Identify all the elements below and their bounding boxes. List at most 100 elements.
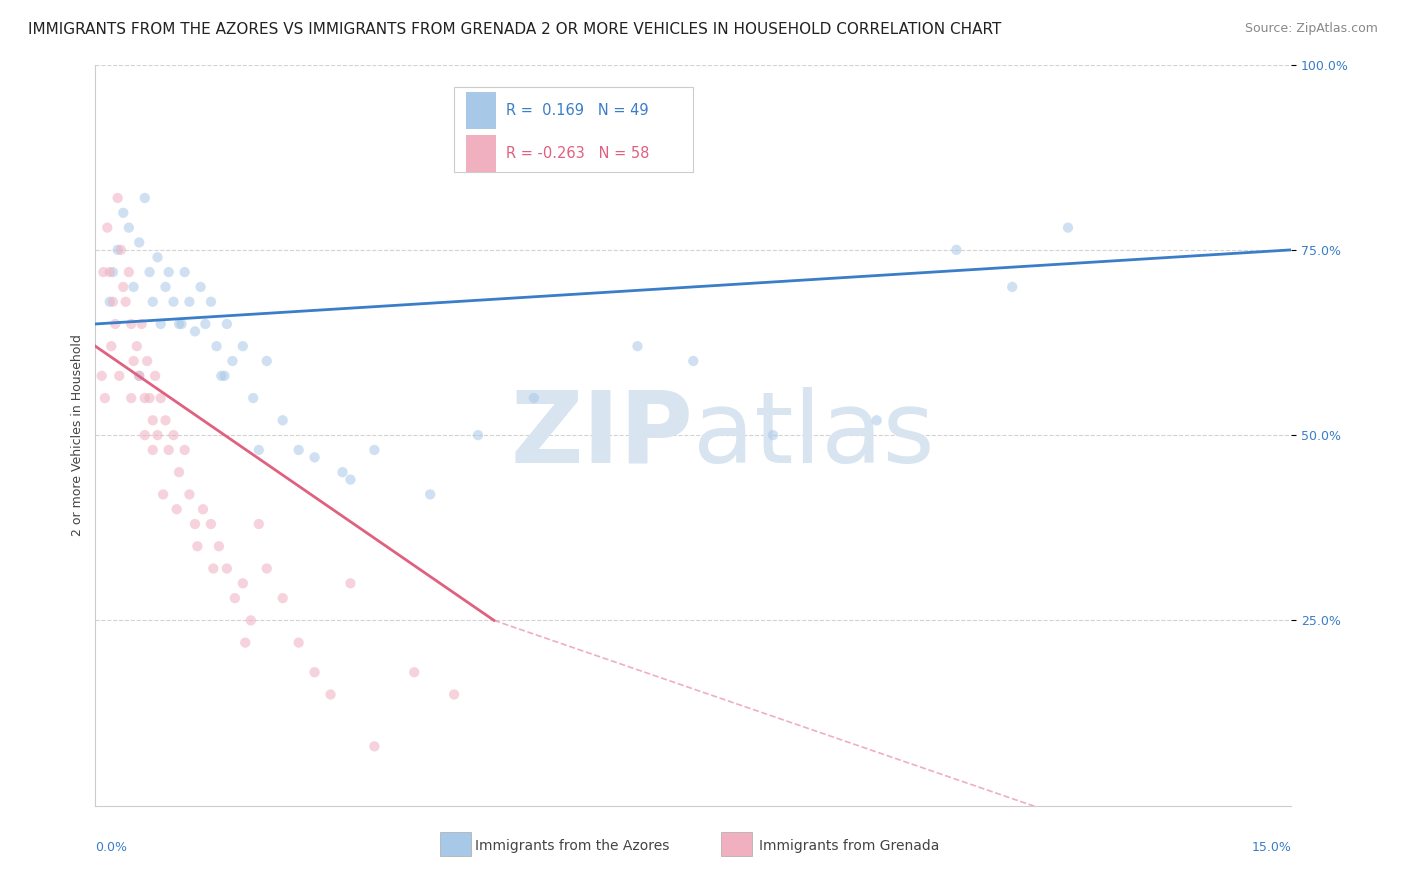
Point xyxy=(523,391,546,405)
Point xyxy=(184,324,207,338)
Point xyxy=(287,442,309,457)
Point xyxy=(94,391,117,405)
Point xyxy=(90,368,112,383)
Point xyxy=(134,391,156,405)
Text: IMMIGRANTS FROM THE AZORES VS IMMIGRANTS FROM GRENADA 2 OR MORE VEHICLES IN HOUS: IMMIGRANTS FROM THE AZORES VS IMMIGRANTS… xyxy=(28,22,1001,37)
Text: Immigrants from the Azores: Immigrants from the Azores xyxy=(475,838,669,853)
Point xyxy=(142,294,165,309)
Point xyxy=(152,487,174,501)
Point xyxy=(155,280,177,294)
Point xyxy=(332,465,354,479)
Point xyxy=(184,516,207,531)
Y-axis label: 2 or more Vehicles in Household: 2 or more Vehicles in Household xyxy=(72,334,84,536)
Point xyxy=(142,413,165,427)
Point xyxy=(170,317,193,331)
Point xyxy=(173,442,195,457)
Point xyxy=(120,317,142,331)
Point xyxy=(107,191,129,205)
Point xyxy=(247,516,270,531)
Point xyxy=(232,339,254,353)
Point xyxy=(155,413,177,427)
Point xyxy=(363,442,385,457)
Point xyxy=(186,539,208,553)
Text: 0.0%: 0.0% xyxy=(96,841,128,855)
Point xyxy=(179,487,201,501)
Point xyxy=(866,413,889,427)
Point xyxy=(118,220,141,235)
Point xyxy=(287,635,309,649)
Text: ZIP: ZIP xyxy=(510,386,693,483)
Point xyxy=(256,561,278,575)
Point xyxy=(1001,280,1024,294)
Text: Immigrants from Grenada: Immigrants from Grenada xyxy=(759,838,939,853)
Point xyxy=(167,465,190,479)
Point xyxy=(108,368,131,383)
Point xyxy=(157,442,180,457)
Point xyxy=(110,243,132,257)
Point xyxy=(233,635,256,649)
Point xyxy=(128,235,150,250)
Point xyxy=(271,591,294,606)
Point xyxy=(96,220,118,235)
Point xyxy=(209,368,232,383)
Point xyxy=(142,442,165,457)
Point xyxy=(443,688,465,702)
Point xyxy=(122,280,145,294)
Point xyxy=(134,428,156,442)
Point xyxy=(120,391,142,405)
Point xyxy=(98,294,121,309)
Point xyxy=(194,317,217,331)
Point xyxy=(200,294,222,309)
Text: R =  0.169   N = 49: R = 0.169 N = 49 xyxy=(506,103,648,118)
Point xyxy=(107,243,129,257)
Point xyxy=(179,294,201,309)
Point xyxy=(202,561,225,575)
Point xyxy=(221,354,243,368)
Point xyxy=(404,665,426,680)
Point xyxy=(101,294,124,309)
Text: 15.0%: 15.0% xyxy=(1251,841,1291,855)
Point xyxy=(131,317,153,331)
Point xyxy=(167,317,190,331)
Point xyxy=(162,294,184,309)
FancyBboxPatch shape xyxy=(465,135,496,172)
Point xyxy=(208,539,231,553)
Point xyxy=(149,391,172,405)
Point xyxy=(162,428,184,442)
Text: Source: ZipAtlas.com: Source: ZipAtlas.com xyxy=(1244,22,1378,36)
Point xyxy=(271,413,294,427)
FancyBboxPatch shape xyxy=(454,87,693,172)
Point xyxy=(239,613,262,627)
Point xyxy=(101,265,124,279)
Point xyxy=(128,368,150,383)
Point xyxy=(419,487,441,501)
Point xyxy=(215,317,238,331)
Point xyxy=(214,368,236,383)
Point xyxy=(91,265,114,279)
Point xyxy=(149,317,172,331)
Point xyxy=(122,354,145,368)
Point xyxy=(138,391,160,405)
Point xyxy=(945,243,967,257)
Point xyxy=(304,665,326,680)
Point xyxy=(205,339,228,353)
Point xyxy=(339,473,361,487)
Point xyxy=(626,339,648,353)
Point xyxy=(125,339,148,353)
Point xyxy=(104,317,127,331)
Text: R = -0.263   N = 58: R = -0.263 N = 58 xyxy=(506,146,650,161)
Point xyxy=(190,280,212,294)
Point xyxy=(304,450,326,465)
Text: atlas: atlas xyxy=(693,386,935,483)
Point xyxy=(138,265,160,279)
Point xyxy=(247,442,270,457)
Point xyxy=(136,354,159,368)
Point xyxy=(224,591,246,606)
Point xyxy=(143,368,166,383)
Point xyxy=(319,688,342,702)
Point xyxy=(173,265,195,279)
Point xyxy=(682,354,704,368)
Point xyxy=(256,354,278,368)
Point xyxy=(114,294,136,309)
Point xyxy=(146,428,169,442)
